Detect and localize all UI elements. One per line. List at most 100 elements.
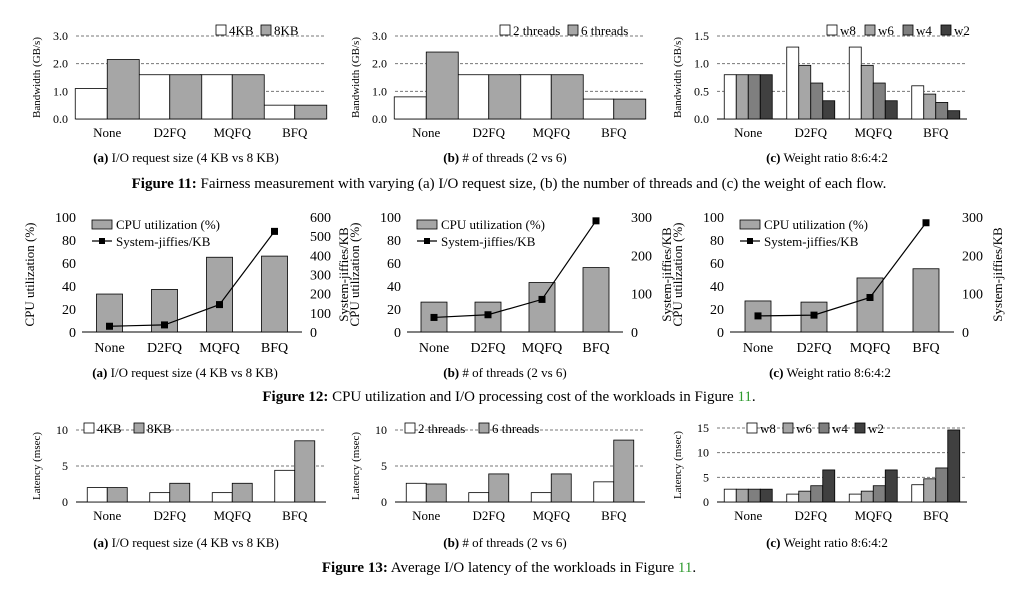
legend-label: CPU utilization (%): [441, 217, 545, 232]
bar-w6-none: [735, 488, 749, 503]
legend-swatch-bar: [739, 219, 761, 230]
series-line-system-jiffies: [433, 220, 597, 319]
series-line-system-jiffies: [757, 222, 927, 317]
y-tick-label: 3.0: [53, 29, 68, 43]
y-tick-label: 60: [62, 257, 76, 272]
y-tick-label: 40: [710, 280, 724, 295]
legend-swatch-marker: [747, 238, 753, 244]
x-tick-label: BFQ: [923, 125, 949, 140]
y-tick-label: 5: [381, 459, 387, 473]
y-tick-label: 0: [62, 495, 68, 509]
x-tick-label: BFQ: [912, 341, 939, 356]
bar-w2-d2fq: [822, 100, 836, 120]
legend-label: CPU utilization (%): [116, 217, 220, 232]
bar-w8-none: [723, 488, 737, 503]
bar-4kb-d2fq: [137, 74, 171, 120]
x-tick-label: None: [412, 125, 440, 140]
legend-swatch: [902, 24, 914, 36]
y-tick-label: 10: [697, 446, 709, 460]
bar-6-threads-bfq: [613, 439, 635, 503]
y-tick-label: 0.0: [694, 112, 709, 126]
bar-w6-bfq: [923, 478, 937, 503]
y-tick-label: 20: [387, 303, 401, 318]
figure-12-caption: Figure 12: CPU utilization and I/O proce…: [262, 389, 756, 405]
x-tick-label: D2FQ: [153, 508, 186, 523]
bar-2-threads-bfq: [593, 481, 615, 503]
x-tick-label: MQFQ: [213, 125, 251, 140]
bar-6-threads-d2fq: [488, 74, 522, 120]
legend-label: w2: [954, 24, 970, 38]
bar-w8-none: [723, 74, 737, 120]
y-tick-label: 0: [394, 326, 401, 341]
y-tick-label: 15: [697, 421, 709, 435]
y-axis-label: Bandwidth (GB/s): [31, 37, 43, 118]
x-tick-label: MQFQ: [199, 341, 239, 356]
x-tick-label: None: [419, 341, 449, 356]
bar-4kb-mqfq: [199, 74, 233, 120]
y-tick-label: 2.0: [372, 57, 387, 71]
bar-8kb-bfq: [294, 440, 316, 503]
bar-6-threads-mqfq: [550, 473, 572, 503]
bar-6-threads-d2fq: [488, 473, 510, 503]
point-system-jiffies-d2fq: [161, 321, 168, 329]
bar-cpu-utilization-bfq: [582, 267, 610, 333]
x-tick-label: BFQ: [261, 341, 288, 356]
subcaption-f11a: (a) I/O request size (4 KB vs 8 KB): [93, 150, 279, 165]
bar-w4-mqfq: [872, 485, 886, 503]
legend-label: w4: [916, 24, 932, 38]
bar-w4-none: [747, 74, 761, 120]
figure-13-caption: Figure 13: Average I/O latency of the wo…: [321, 560, 697, 576]
x-tick-label: BFQ: [282, 508, 308, 523]
chart-f13c-latency-weight: 0 5 10 15 Latency (msec) None D2FQ MQFQ BFQ w8 w6 w…: [672, 421, 967, 523]
y-tick-label: 40: [62, 280, 76, 295]
legend-label: w4: [832, 421, 848, 436]
y-tick-label: 2.0: [53, 57, 68, 71]
y-tick-label: 80: [710, 234, 724, 249]
x-tick-label: BFQ: [582, 341, 609, 356]
y2-tick-label: 200: [310, 288, 331, 303]
legend-swatch: [83, 422, 95, 434]
bar-w6-mqfq: [860, 490, 874, 503]
y-tick-label: 0.0: [372, 112, 387, 126]
legend-label: CPU utilization (%): [764, 217, 868, 232]
chart-f12a-cpu-request-size: 0 20 40 60 80 100 0 100 200 300 400 500 600 CPU utili…: [22, 211, 351, 356]
x-tick-label: D2FQ: [147, 341, 182, 356]
subcaption-f11c: (c) Weight ratio 8:6:4:2: [766, 150, 888, 165]
bar-6-threads-mqfq: [550, 74, 584, 120]
legend-swatch-bar: [416, 219, 438, 230]
bar-w2-mqfq: [884, 469, 898, 503]
bar-w8-d2fq: [786, 46, 800, 120]
bar-w4-bfq: [935, 467, 949, 503]
bar-8kb-mqfq: [231, 482, 253, 503]
bar-8kb-none: [106, 59, 140, 120]
legend-label: 6 threads: [492, 421, 539, 436]
legend-label: 4KB: [97, 421, 122, 436]
bar-w6-d2fq: [798, 490, 812, 503]
x-tick-label: BFQ: [282, 125, 308, 140]
legend-swatch-bar: [91, 219, 113, 230]
legend-swatch: [133, 422, 145, 434]
x-tick-label: None: [734, 508, 762, 523]
bar-4kb-none: [74, 88, 108, 120]
legend-label: w8: [760, 421, 776, 436]
legend-swatch-marker: [424, 238, 430, 244]
x-tick-label: MQFQ: [854, 508, 892, 523]
y-axis-label: CPU utilization (%): [22, 223, 37, 327]
y2-tick-label: 100: [310, 307, 331, 322]
y-tick-label: 0: [381, 495, 387, 509]
bar-2-threads-none: [393, 96, 427, 120]
legend-swatch: [478, 422, 490, 434]
legend-swatch: [215, 24, 227, 36]
bar-4kb-bfq: [274, 469, 296, 503]
legend-label: 2 threads: [418, 421, 465, 436]
x-tick-label: D2FQ: [796, 341, 831, 356]
y-tick-label: 0.0: [53, 112, 68, 126]
y-tick-label: 0: [69, 326, 76, 341]
legend-swatch: [404, 422, 416, 434]
x-tick-label: MQFQ: [522, 341, 562, 356]
subcaption-f13c: (c) Weight ratio 8:6:4:2: [766, 535, 888, 550]
chart-f11b-bandwidth-threads: 0.0 1.0 2.0 3.0 Bandwidth (GB/s) None D2FQ MQFQ…: [350, 24, 647, 140]
x-tick-label: MQFQ: [532, 508, 570, 523]
point-system-jiffies-mqfq: [216, 301, 223, 309]
subcaption-f12b: (b) # of threads (2 vs 6): [443, 365, 567, 380]
